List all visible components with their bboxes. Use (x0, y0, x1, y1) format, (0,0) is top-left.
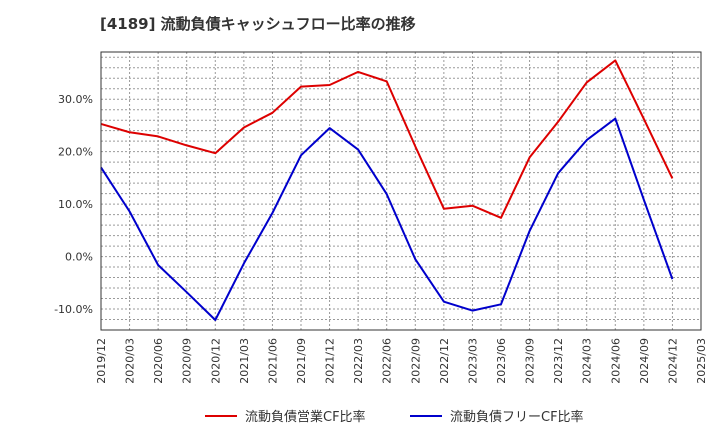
x-tick-label: 2021/09 (295, 338, 308, 384)
chart-title: [4189] 流動負債キャッシュフロー比率の推移 (100, 15, 416, 33)
x-tick-label: 2020/12 (209, 338, 222, 384)
x-tick-label: 2024/09 (638, 338, 651, 384)
grid (101, 52, 701, 330)
x-tick-label: 2020/03 (124, 338, 137, 384)
x-axis-ticks: 2019/12 2020/03 2020/06 2020/09 2020/12 2021/… (95, 338, 708, 384)
y-axis-ticks: 30.0% 20.0% 10.0% 0.0% -10.0% (54, 93, 93, 316)
x-tick-label: 2023/12 (552, 338, 565, 384)
y-tick-label: -10.0% (54, 303, 93, 316)
y-tick-label: 10.0% (58, 198, 93, 211)
x-tick-label: 2021/06 (266, 338, 279, 384)
x-tick-label: 2020/09 (181, 338, 194, 384)
x-tick-label: 2024/12 (666, 338, 679, 384)
series-lines (100, 59, 674, 321)
x-tick-label: 2022/06 (381, 338, 394, 384)
x-tick-label: 2019/12 (95, 338, 108, 384)
x-tick-label: 2022/12 (438, 338, 451, 384)
legend-label-1: 流動負債営業CF比率 (245, 409, 366, 425)
y-tick-label: 20.0% (58, 146, 93, 159)
x-tick-label: 2020/06 (152, 338, 165, 384)
series-line-1 (100, 59, 674, 219)
x-tick-label: 2024/06 (609, 338, 622, 384)
plot-frame (100, 51, 702, 331)
y-tick-label: 30.0% (58, 93, 93, 106)
y-tick-label: 0.0% (65, 251, 93, 264)
x-tick-label: 2024/03 (581, 338, 594, 384)
x-tick-label: 2023/09 (524, 338, 537, 384)
x-tick-label: 2023/06 (495, 338, 508, 384)
series-line-2 (100, 117, 674, 321)
x-tick-label: 2022/09 (409, 338, 422, 384)
x-tick-label: 2023/03 (466, 338, 479, 384)
x-tick-label: 2021/03 (238, 338, 251, 384)
x-tick-label: 2022/03 (352, 338, 365, 384)
x-tick-label: 2021/12 (324, 338, 337, 384)
x-tick-label: 2025/03 (695, 338, 708, 384)
legend: 流動負債営業CF比率 流動負債フリーCF比率 (205, 409, 584, 425)
legend-label-2: 流動負債フリーCF比率 (450, 409, 584, 425)
